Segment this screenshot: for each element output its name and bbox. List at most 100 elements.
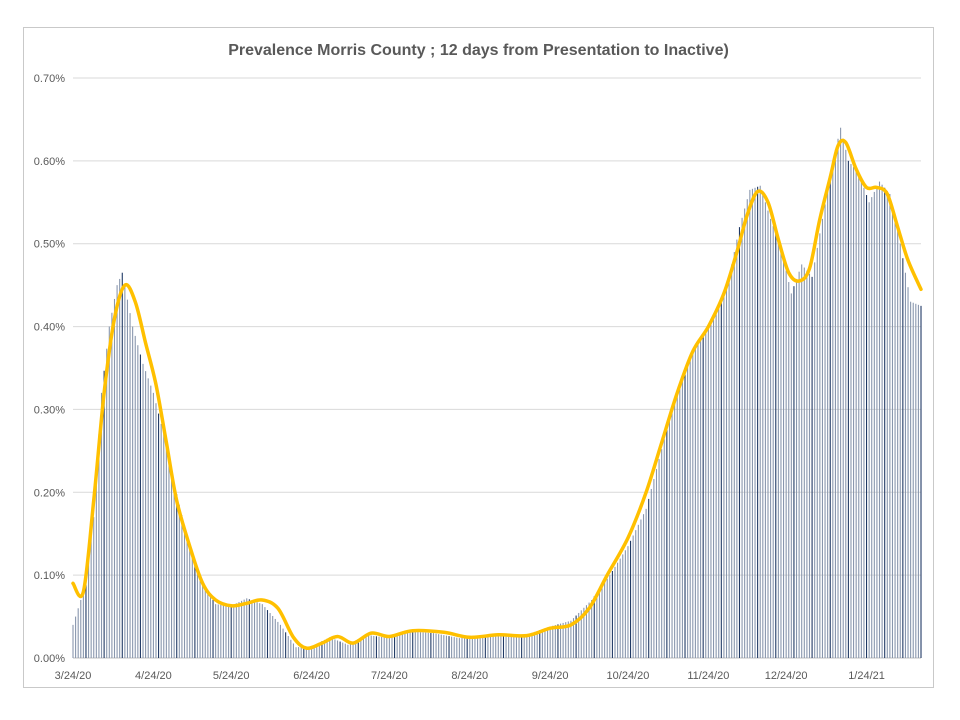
bar bbox=[604, 582, 606, 658]
bar bbox=[251, 600, 253, 658]
bar bbox=[134, 335, 136, 658]
bar bbox=[819, 233, 821, 659]
bar bbox=[777, 240, 779, 659]
bar bbox=[687, 363, 689, 658]
bar bbox=[419, 632, 422, 658]
bar bbox=[606, 578, 608, 658]
bar bbox=[614, 566, 616, 658]
bar bbox=[821, 218, 823, 659]
bar bbox=[132, 326, 134, 658]
bar bbox=[658, 459, 660, 658]
bar bbox=[228, 605, 230, 658]
bar bbox=[575, 615, 577, 658]
bar bbox=[406, 632, 409, 658]
bar bbox=[103, 370, 105, 658]
bar bbox=[316, 643, 318, 658]
bar bbox=[126, 299, 128, 658]
bar bbox=[279, 624, 282, 658]
bar bbox=[510, 636, 512, 658]
bar bbox=[355, 640, 357, 658]
bar bbox=[718, 305, 720, 658]
bar bbox=[738, 227, 741, 658]
bar bbox=[528, 633, 530, 658]
chart-title: Prevalence Morris County ; 12 days from … bbox=[228, 42, 729, 59]
bar bbox=[619, 558, 621, 658]
bar bbox=[362, 636, 364, 658]
bar bbox=[681, 376, 683, 658]
bar bbox=[375, 636, 377, 658]
bar bbox=[88, 554, 90, 658]
bar bbox=[194, 562, 196, 658]
bar bbox=[855, 170, 857, 658]
bar bbox=[145, 371, 147, 658]
bar bbox=[793, 286, 795, 658]
bar bbox=[82, 591, 84, 658]
bar bbox=[505, 636, 507, 658]
bar bbox=[80, 600, 82, 658]
bar bbox=[303, 646, 305, 658]
bar bbox=[624, 550, 626, 658]
bar bbox=[920, 305, 922, 658]
bar bbox=[811, 276, 813, 658]
bar bbox=[469, 637, 471, 658]
bar bbox=[513, 636, 515, 658]
bar bbox=[816, 247, 818, 659]
x-tick-label: 8/24/20 bbox=[451, 670, 488, 682]
bar bbox=[902, 258, 904, 658]
bar bbox=[339, 641, 341, 658]
bar bbox=[808, 273, 811, 658]
bar bbox=[536, 631, 538, 658]
bar bbox=[692, 353, 694, 658]
bar bbox=[248, 599, 250, 658]
bar bbox=[497, 636, 499, 658]
bar bbox=[381, 637, 383, 658]
bar bbox=[684, 368, 686, 658]
bar bbox=[650, 488, 652, 658]
bar bbox=[655, 469, 658, 658]
bar bbox=[795, 278, 798, 658]
bar bbox=[601, 585, 603, 658]
x-tick-label: 7/24/20 bbox=[371, 670, 408, 682]
bar bbox=[202, 581, 204, 658]
bar bbox=[617, 562, 619, 658]
bar bbox=[212, 600, 214, 658]
bar bbox=[557, 624, 559, 658]
bar bbox=[697, 343, 699, 658]
bar bbox=[386, 637, 388, 658]
bar bbox=[492, 635, 494, 658]
bar bbox=[344, 643, 346, 658]
bar bbox=[287, 636, 289, 658]
bar bbox=[391, 637, 393, 658]
bar bbox=[173, 484, 175, 658]
bar bbox=[311, 646, 313, 658]
bar bbox=[515, 637, 517, 658]
bar bbox=[873, 191, 875, 658]
bar bbox=[824, 204, 826, 659]
bar bbox=[308, 646, 310, 658]
bar bbox=[889, 194, 891, 658]
bar bbox=[630, 540, 632, 658]
bar bbox=[899, 243, 901, 658]
bar bbox=[572, 618, 575, 659]
bar bbox=[531, 632, 533, 658]
bar bbox=[225, 605, 227, 658]
bar bbox=[204, 587, 206, 658]
bar bbox=[676, 392, 678, 658]
bar bbox=[801, 264, 803, 658]
bar bbox=[679, 384, 681, 658]
bar bbox=[585, 605, 588, 658]
bar bbox=[329, 637, 331, 658]
bar bbox=[331, 638, 333, 658]
y-tick-label: 0.30% bbox=[34, 404, 65, 416]
bar bbox=[430, 632, 432, 658]
x-tick-label: 4/24/20 bbox=[135, 670, 172, 682]
bar bbox=[736, 239, 738, 658]
bar bbox=[360, 637, 362, 658]
bar bbox=[108, 326, 110, 658]
bar bbox=[489, 635, 492, 658]
bar bbox=[863, 187, 865, 659]
bar bbox=[93, 517, 95, 658]
bar bbox=[189, 544, 191, 658]
y-tick-label: 0.70% bbox=[34, 73, 65, 85]
bar bbox=[733, 252, 735, 658]
